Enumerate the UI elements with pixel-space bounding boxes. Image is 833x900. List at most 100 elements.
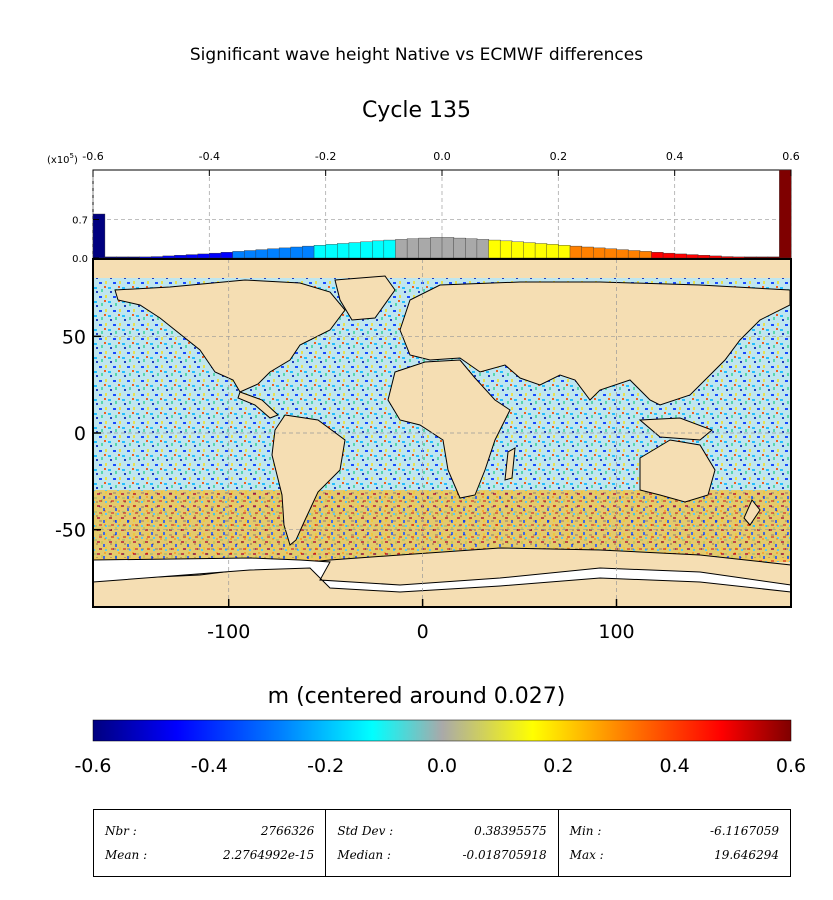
histogram-bar	[755, 256, 769, 259]
histogram-bar	[744, 256, 757, 259]
histogram-x-tick-label: 0.6	[782, 150, 800, 163]
histogram-bar	[616, 249, 629, 259]
histogram-bar	[721, 256, 734, 259]
map-y-tick-label: 50	[62, 326, 86, 348]
colorbar-tick-label: 0.6	[776, 755, 806, 777]
histogram-bar	[604, 248, 617, 259]
histogram-bar	[453, 237, 466, 259]
histogram-bar	[732, 256, 745, 259]
indonesia	[638, 417, 713, 441]
histogram-x-tick-label: 0.2	[550, 150, 568, 163]
histogram-bar	[139, 256, 152, 259]
africa	[387, 359, 511, 499]
histogram-bar	[232, 251, 245, 259]
histogram-x-ticks: -0.6 -0.4 -0.2 0.0 0.2 0.4 0.6	[82, 150, 800, 176]
map-y-tick-label: 0	[74, 423, 86, 445]
histogram-bar	[116, 256, 129, 259]
histogram-bar	[627, 250, 641, 259]
histogram-x-tick-label: 0.4	[666, 150, 684, 163]
histogram-bar	[162, 255, 175, 259]
south-america	[271, 414, 346, 546]
stat-value: 19.646294	[714, 848, 779, 862]
map-x-tick-label: 100	[598, 621, 634, 643]
histogram-bar	[185, 254, 199, 259]
colorbar-tick-label: 0.4	[660, 755, 690, 777]
stat-value: -6.1167059	[710, 824, 779, 838]
stat-label: Median :	[337, 848, 391, 862]
colorbar	[92, 719, 792, 742]
map-x-ticks: -100 0 100	[207, 599, 635, 643]
histogram-y-multiplier: (x105)	[47, 152, 78, 166]
histogram-bar	[290, 246, 303, 259]
histogram-bar	[523, 242, 536, 259]
stat-label: Nbr :	[105, 824, 137, 838]
central-america	[237, 391, 279, 419]
histogram-bar	[581, 246, 594, 259]
greenland	[334, 275, 396, 321]
histogram-bar	[546, 244, 559, 259]
map-grid	[93, 259, 791, 607]
histogram-bar	[476, 239, 490, 259]
histogram-bar	[383, 239, 396, 259]
histogram-bar	[372, 240, 385, 259]
australia	[639, 439, 716, 503]
stats-cell-spread: Std Dev : 0.38395575 Median : -0.018705918	[325, 810, 557, 876]
histogram-bar	[534, 243, 548, 259]
histogram-bar	[686, 254, 699, 259]
histogram-bar	[220, 252, 234, 259]
stat-value: 2766326	[260, 824, 315, 838]
histogram-bar	[430, 237, 443, 259]
stat-value: 2.2764992e-15	[223, 848, 315, 862]
histogram-bar	[278, 247, 292, 259]
histogram-bar	[779, 169, 792, 259]
histogram-bar	[488, 239, 501, 259]
southern-ocean-data	[93, 490, 791, 562]
histogram-bar	[209, 252, 222, 259]
map-x-tick-label: 0	[417, 621, 429, 643]
histogram-bar	[651, 252, 664, 259]
histogram-x-tick-label: 0.0	[433, 150, 451, 163]
histogram-x-tick-label: -0.6	[82, 150, 103, 163]
histogram-bar	[255, 249, 269, 259]
stats-cell-range: Min : -6.1167059 Max : 19.646294	[557, 810, 790, 876]
histogram-bar	[558, 245, 571, 259]
histogram-bar	[360, 241, 373, 259]
histogram-bar	[337, 243, 350, 259]
stat-value: -0.018705918	[462, 848, 547, 862]
histogram-bar	[197, 253, 210, 259]
histogram-bar	[104, 256, 117, 259]
stat-value: 0.38395575	[474, 824, 547, 838]
histogram-bar	[674, 253, 687, 259]
colorbar-tick-label: -0.4	[191, 755, 228, 777]
colorbar-tick-label: -0.6	[74, 755, 111, 777]
stat-label: Min :	[569, 824, 602, 838]
world-map	[93, 259, 791, 607]
stat-label: Mean :	[105, 848, 148, 862]
histogram-bar	[348, 242, 362, 259]
histogram-bar	[593, 247, 606, 259]
histogram-bar	[441, 237, 455, 259]
madagascar	[504, 447, 516, 481]
histogram-bar	[662, 252, 676, 259]
histogram-bar	[244, 250, 257, 259]
map-x-tick-label: -100	[207, 621, 250, 643]
histogram-bar	[511, 241, 524, 259]
histogram-bar	[697, 255, 711, 259]
figure-cycle-title: Cycle 135	[361, 98, 472, 123]
histogram-bar	[418, 237, 431, 259]
histogram-bar	[569, 245, 583, 259]
histogram-bar	[709, 255, 722, 259]
histogram-bar	[499, 240, 513, 259]
histogram-x-tick-label: -0.2	[315, 150, 336, 163]
histogram-bar	[127, 256, 141, 259]
colorbar-tick-label: 0.0	[427, 755, 457, 777]
histogram-panel: -0.6 -0.4 -0.2 0.0 0.2 0.4 0.6 0.0 0.7 (x105)	[47, 150, 800, 265]
figure: -0.6 -0.4 -0.2 0.0 0.2 0.4 0.6 0.0 0.7 (x105) -…	[47, 150, 806, 777]
histogram-bar	[92, 213, 106, 259]
histogram-bar	[150, 256, 164, 259]
histogram-bar	[767, 256, 780, 259]
histogram-bar	[302, 245, 315, 259]
colorbar-ticks: -0.6 -0.4 -0.2 0.0 0.2 0.4 0.6	[74, 755, 806, 777]
map-y-ticks: 50 0 -50	[55, 326, 101, 542]
histogram-bar	[174, 255, 187, 259]
